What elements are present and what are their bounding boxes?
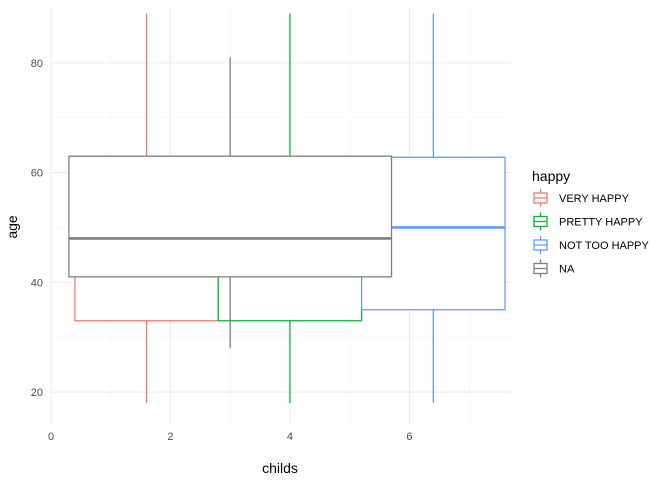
- y-tick-label: 60: [31, 168, 43, 180]
- y-axis-ticks: 20 40 60 80: [31, 58, 43, 399]
- legend-label: VERY HAPPY: [559, 193, 630, 205]
- legend-item: PRETTY HAPPY: [533, 212, 643, 231]
- legend-label: PRETTY HAPPY: [559, 217, 643, 229]
- x-axis-ticks: 0 2 4 6: [48, 431, 413, 443]
- x-axis-title: childs: [262, 460, 298, 476]
- legend-item: NA: [533, 259, 575, 278]
- x-tick-label: 0: [48, 431, 54, 443]
- x-tick-label: 2: [167, 431, 173, 443]
- legend-label: NOT TOO HAPPY: [559, 240, 650, 252]
- y-axis-title: age: [4, 215, 20, 239]
- box-rect: [68, 155, 393, 278]
- x-tick-label: 6: [406, 431, 412, 443]
- box-na: [68, 57, 393, 349]
- legend-title: happy: [532, 168, 570, 184]
- x-tick-label: 4: [287, 431, 293, 443]
- y-tick-label: 80: [31, 58, 43, 70]
- boxplot-boxes: [68, 13, 506, 404]
- legend-item: VERY HAPPY: [533, 189, 630, 207]
- legend: happy VERY HAPPY PRETTY HAPPY NOT TOO HAPP…: [532, 168, 650, 278]
- y-tick-label: 20: [31, 387, 43, 399]
- legend-label: NA: [559, 264, 575, 276]
- y-tick-label: 40: [31, 277, 43, 289]
- legend-item: NOT TOO HAPPY: [533, 236, 650, 254]
